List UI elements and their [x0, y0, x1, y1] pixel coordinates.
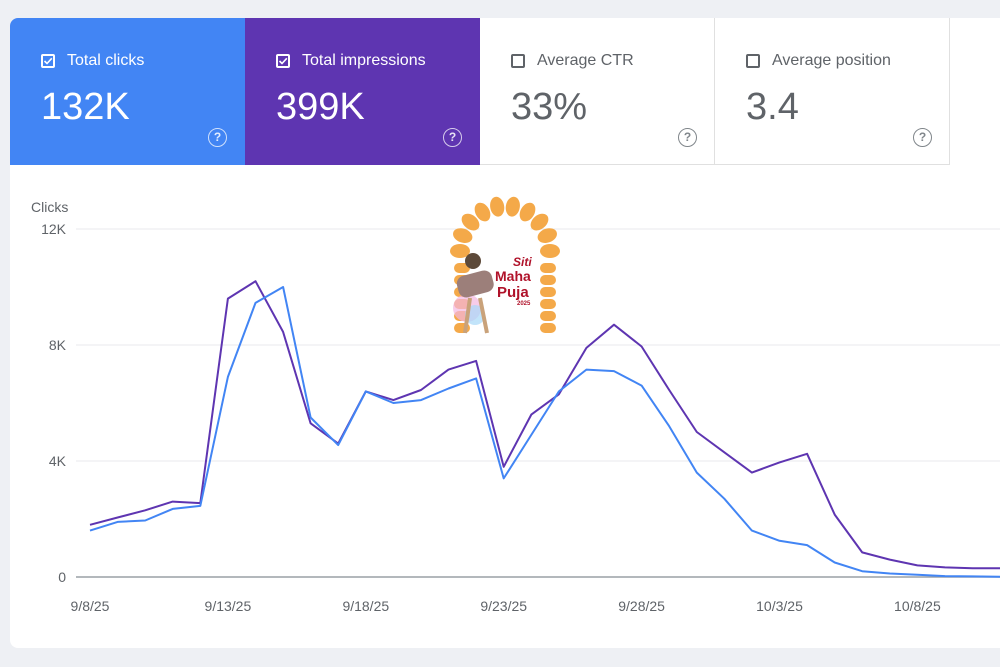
series-line-total-clicks — [89, 286, 1000, 578]
siti-maha-puja-logo: Siti Maha Puja 2025 — [450, 196, 560, 334]
help-icon[interactable]: ? — [678, 128, 697, 147]
logo-text: Maha — [495, 268, 531, 284]
x-tick-label: 9/28/25 — [618, 598, 665, 614]
x-tick-label: 9/13/25 — [205, 598, 252, 614]
logo-text: 2025 — [517, 301, 531, 307]
performance-card: Total clicks 132K ? Total impressions 39… — [10, 18, 1000, 648]
metric-value: 132K — [41, 86, 130, 128]
metric-tile-total-impressions[interactable]: Total impressions 399K ? — [245, 18, 480, 165]
y-tick-label: 8K — [49, 337, 67, 353]
y-tick-label: 12K — [41, 221, 67, 237]
x-tick-label: 9/18/25 — [342, 598, 389, 614]
checkbox-checked-icon[interactable] — [41, 54, 55, 68]
metric-value: 3.4 — [746, 86, 799, 128]
y-axis-label: Clicks — [31, 199, 68, 215]
metric-tile-average-ctr[interactable]: Average CTR 33% ? — [480, 18, 715, 165]
logo-text: Puja — [497, 284, 529, 301]
checkbox-unchecked-icon[interactable] — [746, 54, 760, 68]
metric-tile-average-position[interactable]: Average position 3.4 ? — [715, 18, 950, 165]
help-icon[interactable]: ? — [208, 128, 227, 147]
metric-value: 33% — [511, 86, 588, 128]
y-tick-label: 0 — [58, 569, 66, 585]
x-tick-label: 10/8/25 — [894, 598, 941, 614]
metric-value: 399K — [276, 86, 365, 128]
x-tick-label: 10/3/25 — [756, 598, 803, 614]
metric-tiles: Total clicks 132K ? Total impressions 39… — [10, 18, 950, 165]
y-tick-label: 4K — [49, 453, 67, 469]
x-tick-label: 9/23/25 — [480, 598, 527, 614]
metric-tile-total-clicks[interactable]: Total clicks 132K ? — [10, 18, 245, 165]
checkbox-checked-icon[interactable] — [276, 54, 290, 68]
metric-label: Total impressions — [302, 52, 426, 69]
logo-text: Siti — [513, 255, 532, 269]
x-tick-label: 9/8/25 — [71, 598, 110, 614]
metric-label: Total clicks — [67, 52, 145, 69]
help-icon[interactable]: ? — [913, 128, 932, 147]
help-icon[interactable]: ? — [443, 128, 462, 147]
checkbox-unchecked-icon[interactable] — [511, 54, 525, 68]
metric-label: Average position — [772, 52, 891, 69]
metric-label: Average CTR — [537, 52, 634, 69]
series-line-total-impressions — [89, 280, 1000, 570]
